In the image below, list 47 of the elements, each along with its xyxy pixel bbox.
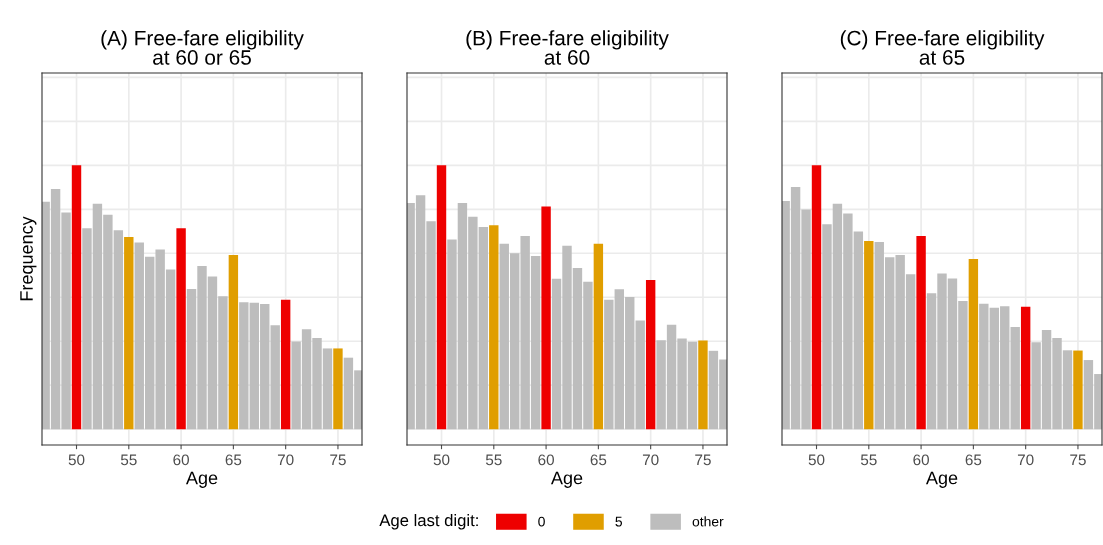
x-tick-label: 70 [1017, 454, 1034, 466]
chart-title: (A) Free-fare eligibility at 60 or 65 [101, 30, 304, 65]
legend-label: other [692, 516, 724, 527]
x-tick-label: 75 [330, 454, 346, 466]
x-tick-label: 75 [695, 454, 711, 466]
bar [280, 299, 291, 430]
bar [916, 236, 926, 430]
bar [176, 228, 186, 430]
chart-title: (C) Free-fare eligibility at 65 [840, 30, 1045, 65]
bar [1020, 306, 1031, 430]
x-tick-label: 70 [642, 454, 659, 466]
bar [698, 340, 708, 430]
bar [333, 348, 343, 430]
x-tick-label: 55 [485, 454, 502, 466]
x-tick-label: 60 [173, 454, 189, 466]
bar [71, 165, 82, 430]
x-tick-label: 65 [225, 454, 242, 466]
x-tick-label: 60 [538, 454, 554, 466]
bar [541, 206, 551, 430]
x-tick-label: 50 [68, 454, 85, 466]
x-tick-label: 75 [1070, 454, 1086, 466]
bar [1073, 350, 1083, 430]
x-tick-label: 55 [120, 454, 137, 466]
x-tick-label: 50 [433, 454, 450, 466]
x-tick-label: 60 [913, 454, 929, 466]
x-axis-title: Age [185, 471, 218, 488]
bar [593, 243, 604, 430]
y-axis-title: Frequency [20, 216, 37, 301]
x-tick-label: 65 [590, 454, 607, 466]
bar [811, 165, 822, 430]
bar [645, 280, 656, 430]
x-tick-label: 50 [808, 454, 825, 466]
legend-label: 5 [615, 516, 623, 527]
legend-label: 0 [538, 516, 545, 527]
bar [228, 255, 239, 430]
bar [864, 241, 874, 430]
legend-title: Age last digit: [379, 513, 478, 530]
bar [436, 165, 447, 430]
bar [124, 237, 134, 430]
x-tick-label: 55 [860, 454, 877, 466]
chart-title: (B) Free-fare eligibility at 60 [466, 30, 669, 65]
x-tick-label: 70 [277, 454, 294, 466]
bar [968, 259, 979, 430]
bar [489, 225, 499, 430]
x-axis-title: Age [925, 471, 958, 488]
x-axis-title: Age [550, 471, 583, 488]
x-tick-label: 65 [965, 454, 982, 466]
